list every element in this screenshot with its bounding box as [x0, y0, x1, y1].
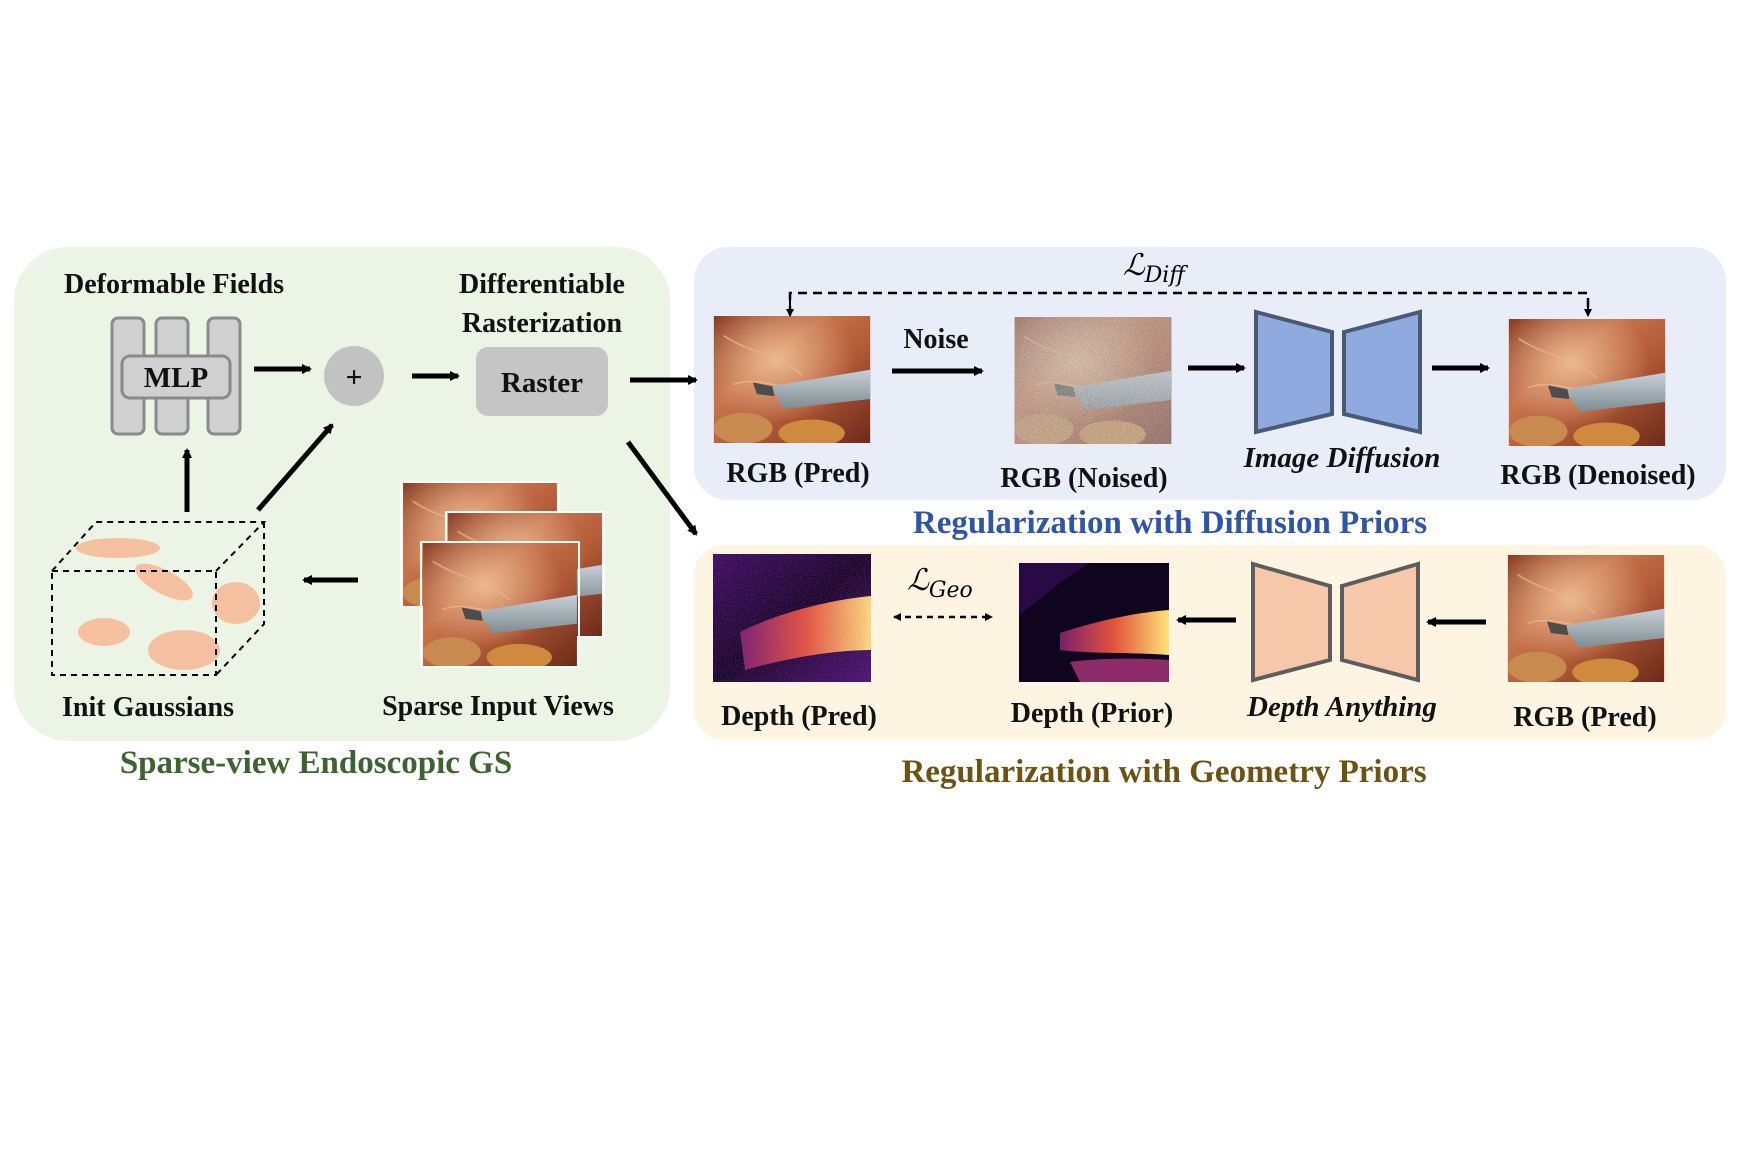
depth-pred-image: [713, 554, 871, 682]
depth-pred-label: Depth (Pred): [721, 701, 877, 732]
geometry-panel-title: Regularization with Geometry Priors: [901, 754, 1426, 790]
mlp-label: MLP: [144, 362, 208, 394]
raster-label: Raster: [501, 367, 583, 399]
diffusion-panel-title: Regularization with Diffusion Priors: [913, 505, 1427, 541]
rgb-noised-label: RGB (Noised): [1000, 463, 1167, 494]
mlp-block: MLP: [110, 316, 242, 436]
init-gaussians-cube: [51, 521, 267, 676]
noise-label: Noise: [903, 324, 968, 355]
blue-panel: [694, 247, 1726, 500]
left-panel-title: Sparse-view Endoscopic GS: [120, 745, 512, 781]
image-diffusion-block: [1254, 309, 1422, 435]
rgb-pred-image: [713, 316, 871, 443]
loss-geo-label: ℒGeo: [907, 563, 972, 603]
sparse-input-views-label: Sparse Input Views: [382, 691, 614, 722]
image-diffusion-label: Image Diffusion: [1243, 442, 1441, 474]
plus-node: [324, 346, 384, 406]
loss-diff-label: ℒDiff: [1123, 248, 1188, 288]
raster-block: [476, 347, 608, 416]
sparse-input-views-stack: [400, 481, 605, 668]
depth-prior-label: Depth (Prior): [1011, 698, 1174, 729]
init-gaussians-label: Init Gaussians: [62, 692, 234, 723]
diff-raster-label-2: Rasterization: [462, 308, 623, 339]
plus-label: +: [345, 361, 362, 394]
arrow-raster-to-geometry: [625, 440, 699, 536]
depth-anything-block: [1251, 561, 1420, 683]
rgb-pred-label: RGB (Pred): [726, 458, 869, 489]
depth-anything-label: Depth Anything: [1246, 691, 1437, 723]
rgb-denoised-label: RGB (Denoised): [1500, 460, 1695, 491]
deformable-fields-label: Deformable Fields: [64, 269, 284, 300]
depth-prior-image: [1019, 563, 1169, 682]
arrow-gaussians-to-plus: [256, 423, 334, 512]
geo-rgb-pred-label: RGB (Pred): [1513, 702, 1656, 733]
diff-raster-label-1: Differentiable: [459, 269, 625, 300]
rgb-noised-image: [1014, 317, 1172, 444]
rgb-denoised-image: [1508, 319, 1666, 446]
yellow-panel: [694, 545, 1726, 740]
geo-rgb-pred-image: [1507, 555, 1665, 682]
